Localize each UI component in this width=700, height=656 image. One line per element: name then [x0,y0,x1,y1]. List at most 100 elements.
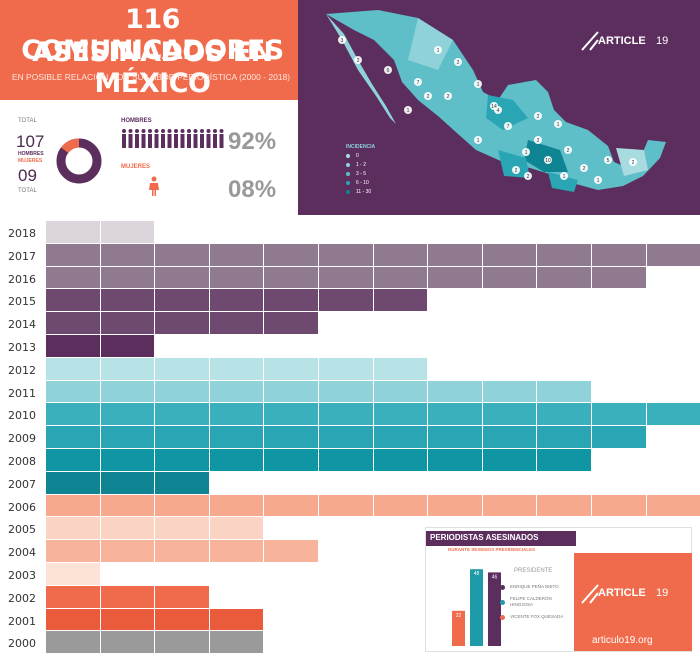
year-label: 2013 [8,341,36,354]
victim-cell [209,494,264,517]
state-count-marker [454,58,462,66]
state-count-marker [554,120,562,128]
victim-cell [46,289,100,312]
victim-cell [155,357,209,380]
incidence-label: 3 - 5 [356,171,367,177]
victim-cell [319,426,373,448]
victim-cell [155,517,209,540]
victim-cell [592,426,646,448]
victim-cell [155,403,209,426]
victim-cell [646,243,700,266]
victim-cell [209,608,264,631]
men-icons [122,129,224,148]
victim-cell [646,494,700,517]
state-count-label: 2 [357,58,360,64]
brand-box: ARTICLE 19 articulo19.org [574,553,692,651]
victim-cell [428,380,482,403]
chart-title-bar: PERIODISTAS ASESINADOS [426,531,576,546]
state-count-label: 6 [387,68,390,74]
mujeres-small-label: MUJERES [18,158,43,164]
man-icon [167,129,172,148]
state-count-marker [404,106,412,114]
victim-cell [537,426,591,448]
victim-cell [100,631,155,654]
victim-cell [155,494,209,517]
victim-cell [428,449,482,471]
victim-cell [100,312,155,334]
victim-cell [537,243,591,266]
man-icon [187,129,191,148]
victim-cell [537,266,591,289]
victim-cell [373,403,428,426]
year-label: 2017 [8,249,36,263]
map-brand-num: 19 [656,35,669,47]
brand-text: ARTICLE [598,587,646,599]
sexenio-bar-value: 46 [492,574,498,580]
victim-cell [482,380,537,403]
man-icon [213,129,217,148]
victim-cell [319,449,373,471]
victim-cell [264,449,318,471]
sexenio-bar-value: 22 [456,613,462,619]
gender-donut-chart [56,138,102,184]
victim-cell [100,585,155,608]
state-count-marker [594,176,602,184]
victim-cell [319,494,373,517]
men-heading: HOMBRES [121,118,152,124]
women-heading: MUJERES [121,164,151,170]
victim-cell [155,608,209,631]
man-icon [135,129,139,148]
hombres-small-label: HOMBRES [18,151,44,157]
state-count-marker [354,56,362,64]
year-label: 2012 [8,363,36,377]
year-label: 2014 [8,318,36,332]
victim-cell [592,494,646,517]
sexenio-bar-value: 48 [474,571,480,577]
president-heading: PRESIDENTE [514,568,553,574]
state-count-label: 2 [567,148,570,154]
year-label: 2004 [8,546,36,560]
victim-cell [100,494,155,517]
state-count-marker [474,136,482,144]
victim-cell [537,403,591,426]
victim-cell [100,357,155,380]
victim-cell [319,243,373,266]
year-label: 2008 [8,455,36,468]
state-count-label: 1 [477,82,480,88]
victim-cell [46,312,100,334]
state-count-label: 7 [507,124,510,130]
victim-cell [46,266,100,289]
subtitle: EN POSIBLE RELACIÓN CON SU LABOR PERIODÍ… [11,72,291,82]
state-count-marker [544,156,552,164]
incidence-legend-item: 11 - 30 [346,189,375,195]
victim-cell [209,631,264,654]
victim-cell [209,243,264,266]
victim-cell [537,449,591,471]
victim-cell [319,289,373,312]
president-name: ENRIQUE PEÑA NIETO [510,584,559,589]
total-value: 107 [16,132,45,151]
victim-cell [319,266,373,289]
website-link[interactable]: articulo19.org [592,635,653,646]
victim-cell [155,471,209,494]
sexenio-bar [470,569,483,646]
victim-cell [155,449,209,471]
state-count-label: 2 [537,138,540,144]
victim-cell [264,380,318,403]
victim-cell [264,357,318,380]
victim-cell [46,335,100,357]
man-icon [200,129,204,148]
victim-cell [264,540,318,562]
stats-panel: TOTAL 107 HOMBRES MUJERES 09 TOTAL HOMBR… [0,100,298,215]
president-name: VICENTE FOX QUESADA [510,614,564,619]
victim-cell [155,540,209,562]
incidence-swatch [346,154,350,158]
victim-cell [373,494,428,517]
state-count-marker [629,158,637,166]
state-veracruz [524,140,568,172]
victim-cell [264,312,318,334]
president-item: VICENTE FOX QUESADA [500,614,572,620]
map-brand-text: ARTICLE [598,35,646,47]
state-count-label: 2 [527,174,530,180]
state-count-label: 1 [437,48,440,54]
